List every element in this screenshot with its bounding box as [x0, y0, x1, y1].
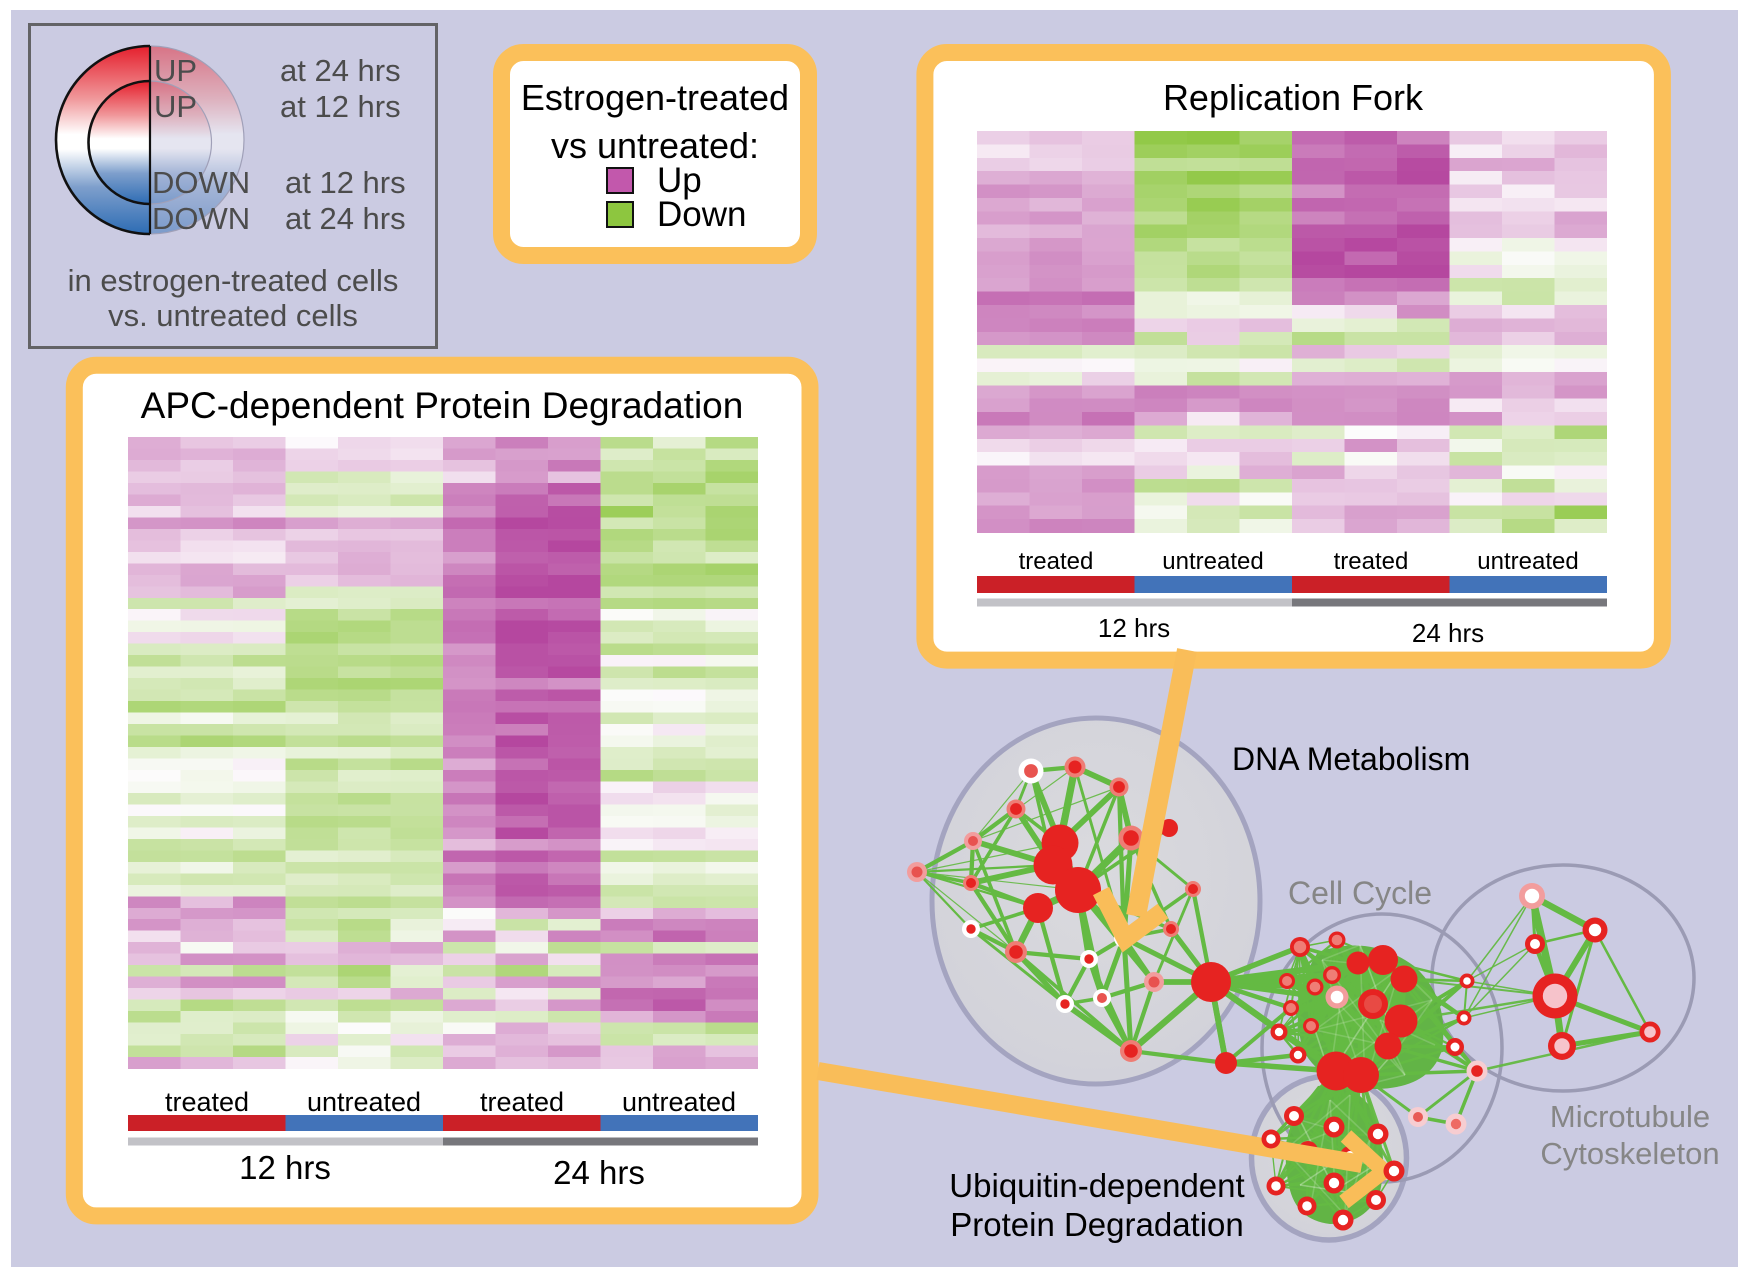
svg-text:untreated: untreated: [1162, 548, 1263, 575]
svg-text:Replication Fork: Replication Fork: [1163, 77, 1424, 118]
svg-text:at 12 hrs: at 12 hrs: [280, 89, 401, 124]
svg-text:at 24 hrs: at 24 hrs: [285, 201, 406, 236]
svg-text:24 hrs: 24 hrs: [1412, 618, 1484, 648]
svg-text:DOWN: DOWN: [152, 201, 250, 236]
svg-text:12 hrs: 12 hrs: [1098, 613, 1170, 643]
svg-text:Cell Cycle: Cell Cycle: [1288, 875, 1432, 911]
svg-text:APC-dependent Protein Degradat: APC-dependent Protein Degradation: [141, 385, 744, 426]
svg-text:Down: Down: [657, 195, 746, 234]
svg-text:treated: treated: [165, 1087, 249, 1117]
svg-text:DOWN: DOWN: [152, 165, 250, 200]
svg-text:Ubiquitin-dependent: Ubiquitin-dependent: [949, 1167, 1244, 1204]
svg-text:treated: treated: [1019, 548, 1094, 575]
svg-text:Estrogen-treated: Estrogen-treated: [521, 77, 789, 118]
svg-text:untreated: untreated: [1477, 548, 1578, 575]
svg-text:24 hrs: 24 hrs: [553, 1154, 645, 1191]
svg-text:treated: treated: [480, 1087, 564, 1117]
svg-text:UP: UP: [154, 89, 197, 124]
svg-text:Up: Up: [657, 161, 702, 200]
svg-text:DNA Metabolism: DNA Metabolism: [1232, 741, 1470, 777]
svg-text:treated: treated: [1334, 548, 1409, 575]
svg-text:UP: UP: [154, 53, 197, 88]
svg-text:12 hrs: 12 hrs: [239, 1149, 331, 1186]
svg-text:at 24 hrs: at 24 hrs: [280, 53, 401, 88]
svg-text:Protein Degradation: Protein Degradation: [950, 1206, 1244, 1243]
svg-text:vs. untreated cells: vs. untreated cells: [108, 298, 358, 333]
svg-text:untreated: untreated: [622, 1087, 736, 1117]
svg-text:at 12 hrs: at 12 hrs: [285, 165, 406, 200]
svg-text:vs untreated:: vs untreated:: [551, 125, 759, 166]
svg-text:in estrogen-treated cells: in estrogen-treated cells: [68, 263, 399, 298]
svg-text:Cytoskeleton: Cytoskeleton: [1540, 1136, 1719, 1171]
svg-text:Microtubule: Microtubule: [1550, 1099, 1710, 1134]
svg-text:untreated: untreated: [307, 1087, 421, 1117]
